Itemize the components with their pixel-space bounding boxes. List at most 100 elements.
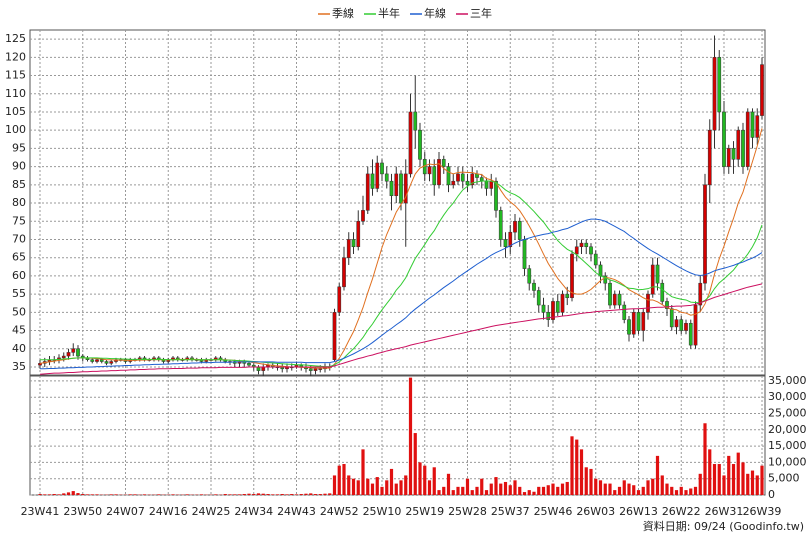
candle-body — [104, 361, 109, 364]
volume-bar — [708, 449, 712, 495]
candle-body — [698, 282, 703, 306]
candle-body — [380, 162, 384, 175]
volume-bar — [185, 494, 189, 495]
volume-bar — [480, 478, 484, 495]
volume-bar — [271, 494, 275, 495]
volume-tick-label: 25,000 — [768, 406, 807, 419]
y-tick-label: 65 — [12, 251, 26, 264]
volume-bar — [632, 485, 636, 495]
x-tick-label: 26W13 — [619, 505, 658, 518]
volume-bar — [641, 486, 645, 495]
candle-body — [665, 301, 669, 309]
candle-body — [646, 293, 650, 313]
y-tick-label: 85 — [12, 178, 26, 191]
volume-bar — [375, 477, 379, 495]
candle-body — [674, 319, 679, 328]
volume-bar — [399, 480, 403, 495]
candle-body — [451, 180, 456, 186]
volume-bar — [470, 490, 474, 495]
candle-body — [351, 239, 356, 248]
candle-body — [722, 111, 726, 167]
volume-bar — [461, 486, 465, 495]
candle-body — [527, 268, 532, 284]
candle-body — [489, 180, 494, 189]
volume-bar — [66, 492, 71, 495]
volume-bar — [157, 494, 161, 495]
candle-body — [460, 173, 465, 182]
volume-tick-label: 0 — [768, 488, 775, 501]
volume-bar — [660, 475, 664, 495]
candle-body — [731, 148, 736, 160]
y-tick-label: 50 — [12, 305, 26, 318]
candle-body — [427, 166, 432, 175]
volume-bar — [237, 494, 242, 495]
candle-body — [546, 312, 551, 320]
volume-bar — [603, 483, 607, 495]
volume-bar — [171, 494, 175, 495]
volume-bar — [423, 465, 427, 495]
volume-bar — [717, 464, 721, 495]
candle-body — [337, 286, 342, 313]
volume-bar — [513, 480, 517, 495]
volume-tick-label: 5,000 — [768, 472, 800, 485]
volume-bar — [332, 475, 337, 495]
candle-body — [494, 180, 498, 211]
candle-body — [745, 111, 750, 167]
candle-body — [712, 57, 717, 131]
candle-body — [669, 308, 674, 328]
volume-tick-label: 30,000 — [768, 390, 807, 403]
volume-bar — [693, 486, 698, 495]
candle-body — [503, 239, 508, 248]
volume-bar — [256, 493, 261, 495]
candle-body — [375, 162, 380, 189]
candle-body — [437, 159, 441, 186]
volume-bar — [589, 468, 593, 495]
candle-body — [441, 159, 446, 167]
candle-body — [541, 304, 546, 313]
candle-body — [736, 129, 741, 160]
y-tick-label: 40 — [12, 342, 26, 355]
volume-bar — [437, 490, 441, 495]
volume-bar — [560, 483, 565, 495]
volume-bar — [679, 486, 683, 495]
volume-bar — [484, 490, 489, 495]
volume-bar — [551, 483, 555, 495]
candle-body — [456, 173, 460, 182]
volume-bar — [442, 486, 446, 495]
x-tick-label: 25W46 — [534, 505, 573, 518]
candle-body — [394, 173, 399, 197]
candle-body — [95, 359, 99, 362]
volume-bar — [380, 486, 384, 495]
volume-bar — [565, 481, 569, 495]
candle-body — [446, 166, 451, 186]
volume-bar — [252, 494, 256, 495]
candle-body — [584, 242, 589, 248]
x-tick-label: 23W41 — [21, 505, 60, 518]
volume-bar — [755, 475, 759, 495]
volume-bar — [499, 483, 503, 495]
volume-bar — [38, 494, 42, 495]
volume-bar — [351, 478, 356, 495]
candle-body — [365, 173, 370, 211]
candle-body — [603, 275, 608, 284]
candle-body — [346, 239, 351, 258]
legend-label: 年線 — [424, 6, 446, 20]
candle-body — [418, 129, 422, 160]
volume-bar — [684, 490, 688, 495]
volume-bar — [451, 490, 455, 495]
volume-bar — [736, 452, 740, 495]
y-tick-label: 70 — [12, 232, 26, 245]
y-tick-label: 45 — [12, 324, 26, 337]
candle-body — [608, 282, 612, 306]
volume-bar — [242, 494, 246, 495]
volume-bar — [57, 494, 61, 495]
volume-bar — [579, 449, 584, 495]
volume-bar — [328, 493, 332, 495]
candle-body — [636, 312, 641, 331]
candle-body — [574, 246, 579, 255]
volume-bar — [275, 494, 280, 495]
candle-body — [522, 239, 527, 269]
candle-body — [408, 111, 413, 175]
volume-bar — [689, 488, 693, 495]
candle-body — [318, 368, 323, 370]
